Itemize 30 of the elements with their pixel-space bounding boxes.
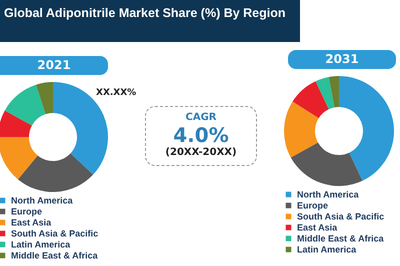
legend-label: Latin America <box>11 240 72 250</box>
donut-slice <box>339 76 394 181</box>
donut-slice <box>290 142 362 186</box>
text: XX.XX% <box>96 88 136 98</box>
donut-slice <box>284 102 319 158</box>
legend-label: East Asia <box>11 218 52 228</box>
text: 4.0% <box>172 123 230 147</box>
legend-label: Latin America <box>297 244 358 254</box>
donut-slice <box>0 110 32 137</box>
legend-label: Europe <box>11 206 42 216</box>
legend-label: Middle East & Africa <box>11 250 99 260</box>
donut-slice <box>4 84 46 126</box>
legend-label: Europe <box>297 200 328 210</box>
donut-slice <box>18 153 94 192</box>
legend-label: East Asia <box>297 222 338 232</box>
donut-slice <box>0 137 38 180</box>
donut-slice <box>36 82 53 114</box>
legend-label: North America <box>297 190 360 200</box>
donut-slice <box>316 76 335 110</box>
legend-label: South Asia & Pacific <box>11 228 98 238</box>
chart-subtitle: 2021 <box>0 56 108 75</box>
legend-label: Middle East & Africa <box>297 234 385 244</box>
legend-label: South Asia & Pacific <box>297 212 384 222</box>
text: CAGR <box>184 111 218 124</box>
chart-subtitle: 2031 <box>288 50 396 69</box>
legend-label: North America <box>11 196 74 206</box>
donut-slice <box>328 76 339 108</box>
text: (20XX-20XX) <box>164 146 238 159</box>
donut-slice <box>292 81 329 118</box>
text: Global Adiponitrile Market Share (%) By Region <box>0 0 300 42</box>
